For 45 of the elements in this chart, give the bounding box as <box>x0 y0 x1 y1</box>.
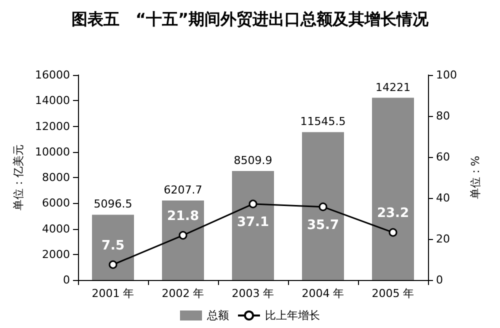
y-tick-label: 0 <box>63 274 70 286</box>
data-label: 11545.5 <box>300 115 346 128</box>
data-label: 8509.9 <box>234 154 272 167</box>
point <box>178 231 188 240</box>
y2-tick-label: 0 <box>436 274 443 286</box>
y-axis-title: 单位：亿美元 <box>12 144 26 210</box>
y-tick-label: 4000 <box>42 222 70 236</box>
y-tick-label: 2000 <box>42 248 70 261</box>
legend-label: 比上年增长 <box>265 309 320 322</box>
y2-tick-label: 20 <box>436 232 450 246</box>
point <box>388 228 398 237</box>
y2-tick-label: 100 <box>436 68 457 82</box>
legend-label: 总额 <box>206 309 229 322</box>
x-tick-label: 2002 年 <box>162 287 204 300</box>
x-tick-label: 2005 年 <box>372 287 414 300</box>
x-tick-label: 2003 年 <box>232 287 274 300</box>
y2-tick-label: 80 <box>436 110 450 122</box>
point <box>318 202 328 212</box>
point <box>108 260 118 269</box>
y2-tick-label: 60 <box>436 150 450 164</box>
y-tick-label: 10000 <box>35 145 70 158</box>
chart-title: 图表五 “十五”期间外贸进出口总额及其增长情况 <box>71 10 430 28</box>
bar <box>302 132 344 280</box>
bar <box>232 170 274 280</box>
y-tick-label: 6000 <box>42 196 70 210</box>
y-tick-label: 16000 <box>35 68 70 82</box>
data-label: 23.2 <box>376 206 410 222</box>
y2-tick-label: 40 <box>436 192 450 204</box>
data-label: 21.8 <box>166 209 200 224</box>
x-tick-label: 2001 年 <box>92 287 134 300</box>
point <box>248 200 258 208</box>
data-label: 35.7 <box>306 218 340 234</box>
bar <box>372 98 414 280</box>
y2-axis-title: 单位：% <box>469 156 482 200</box>
data-label: 7.5 <box>101 238 125 254</box>
data-label: 37.1 <box>236 215 270 230</box>
x-tick-label: 2004 年 <box>302 287 344 300</box>
data-label: 14221 <box>376 80 410 94</box>
bar <box>92 214 134 280</box>
y-tick-label: 8000 <box>42 171 70 184</box>
y-tick-label: 14000 <box>35 94 70 108</box>
data-label: 5096.5 <box>94 198 132 211</box>
y-tick-label: 12000 <box>35 120 70 133</box>
bar <box>162 200 204 280</box>
data-label: 6207.7 <box>164 183 202 196</box>
